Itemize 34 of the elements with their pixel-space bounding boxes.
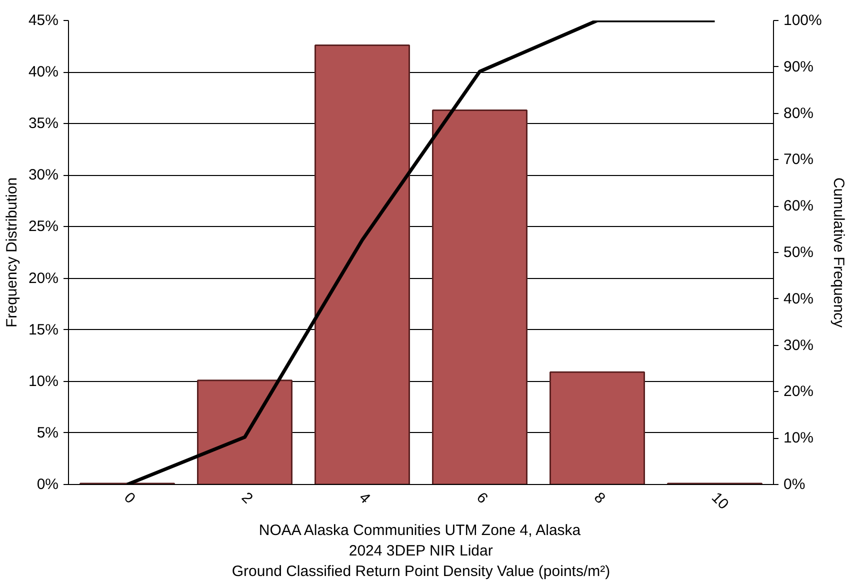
y2-tick-label: 20% (784, 383, 814, 400)
y2-tick-label: 90% (784, 58, 814, 76)
y-tick-label: 10% (28, 372, 59, 390)
y2-tick-label: 80% (784, 104, 814, 122)
y-axis-title: Frequency Distribution (3, 177, 20, 328)
y-tick-label: 35% (28, 115, 59, 132)
y-tick-label: 30% (28, 166, 59, 184)
x-tick-label: 6 (473, 489, 491, 508)
y2-tick-label: 40% (784, 290, 814, 308)
x-axis-title: NOAA Alaska Communities UTM Zone 4, Alaska 2024 3DEP NIR Lidar Ground Classified Return Point Density Value (points/m²) (232, 522, 610, 580)
y-tick-label: 25% (28, 218, 59, 236)
y2-tick-label: 0% (784, 476, 806, 493)
y-tick-label: 40% (28, 64, 59, 81)
y-tick-label: 45% (28, 12, 59, 29)
x-tick-label: 8 (590, 489, 608, 508)
bar (314, 44, 410, 484)
y2-tick-label: 30% (784, 336, 814, 354)
y2-tick-label: 10% (784, 430, 814, 447)
x-tick-label: 0 (120, 489, 138, 508)
x-tick-label: 10 (708, 489, 732, 514)
bar (197, 380, 292, 484)
x-tick-label: 2 (238, 489, 256, 508)
y-tick-label: 0% (36, 476, 59, 493)
y2-tick-label: 60% (784, 198, 814, 215)
y2-tick-label: 70% (784, 151, 814, 168)
y2-tick-label: 100% (784, 12, 822, 29)
y-tick-label: 5% (36, 424, 59, 442)
y2-axis-title: Cumulative Frequency (830, 177, 847, 328)
bar (550, 371, 645, 484)
bar (432, 109, 528, 484)
y-tick-label: 20% (28, 270, 59, 287)
y-tick-label: 15% (28, 321, 59, 338)
x-tick-label: 4 (356, 489, 374, 508)
y2-tick-label: 50% (784, 244, 814, 261)
